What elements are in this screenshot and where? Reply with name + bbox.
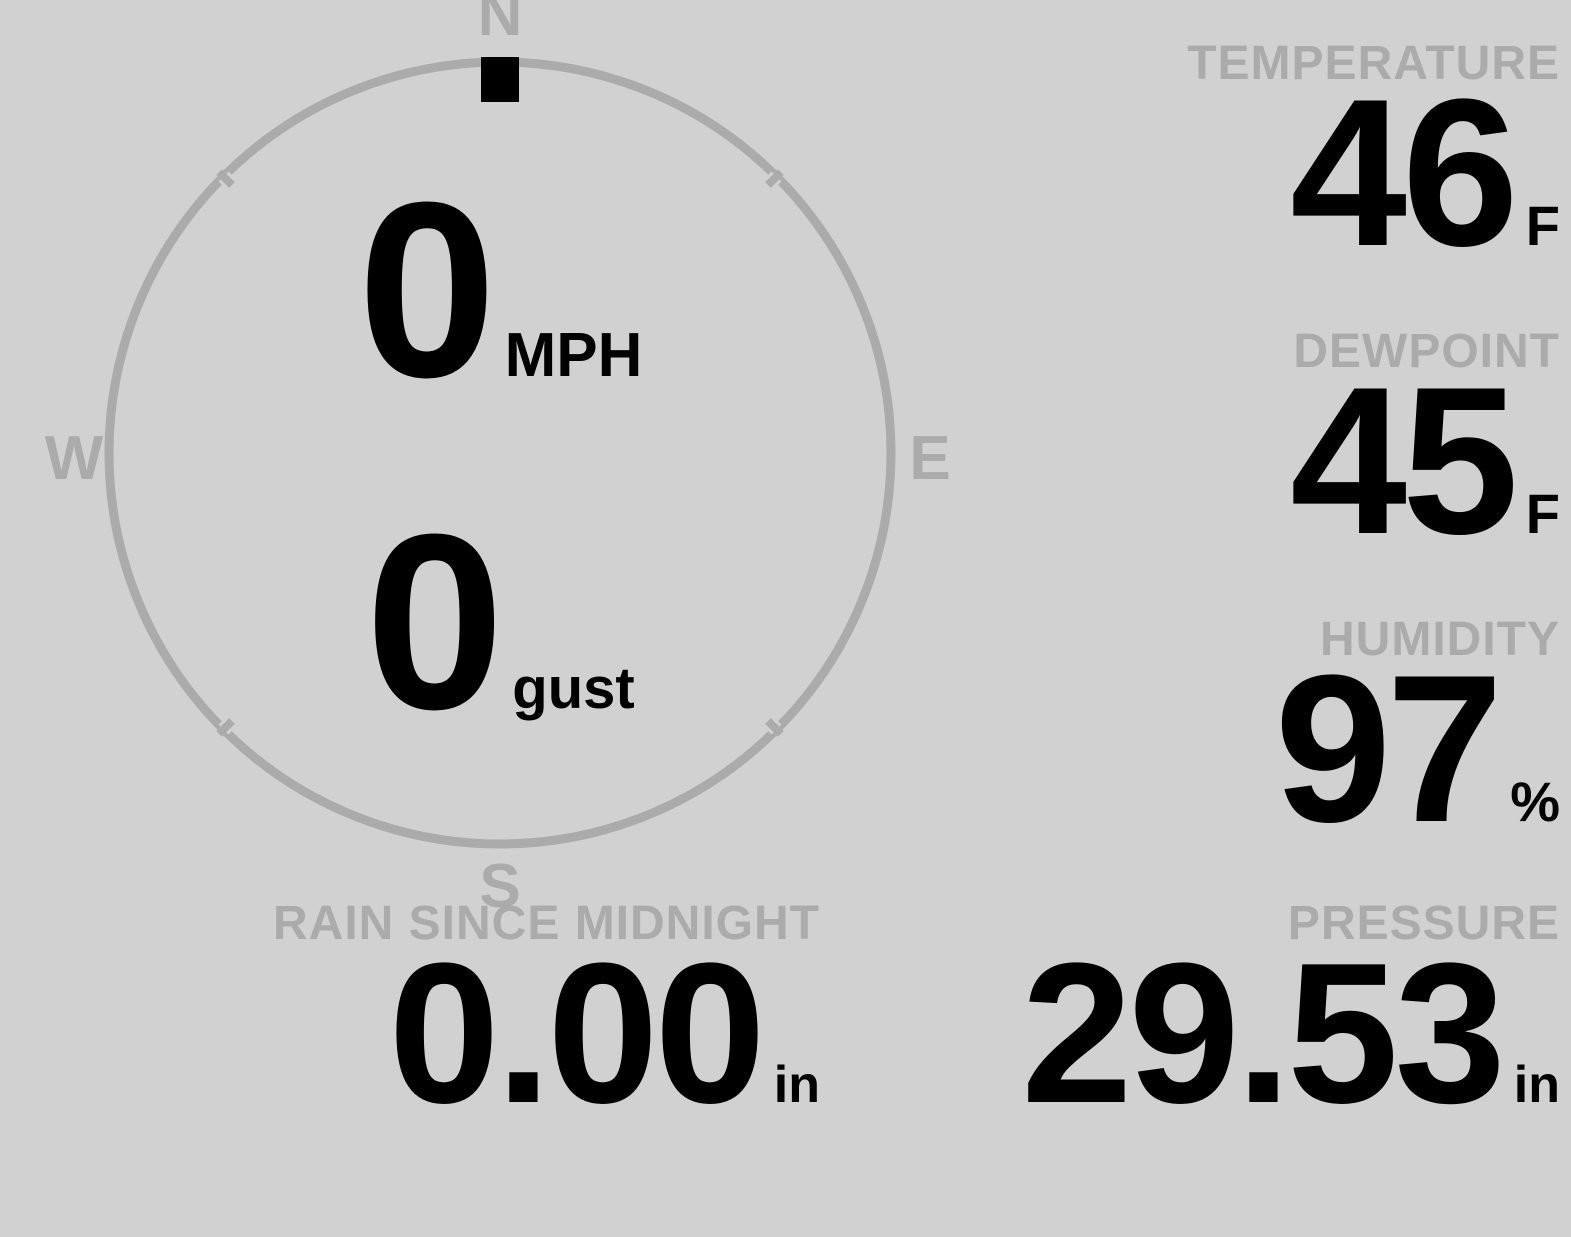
- stat-temperature-unit: F: [1525, 194, 1560, 257]
- stat-pressure-unit: in: [1513, 1056, 1560, 1114]
- stat-humidity-unit: %: [1510, 770, 1560, 833]
- stat-temperature-value: 46: [1290, 55, 1519, 290]
- stat-pressure-label: PRESSURE: [1287, 897, 1560, 950]
- wind-gust-readout: 0 gust: [0, 482, 1000, 761]
- stat-temperature: TEMPERATURE 46 F: [1090, 37, 1560, 290]
- stat-humidity: HUMIDITY 97 %: [1090, 613, 1560, 866]
- compass-label-west: W: [44, 424, 104, 493]
- stat-rain-label: RAIN SINCE MIDNIGHT: [273, 897, 820, 950]
- wind-direction-marker: [481, 57, 519, 102]
- stat-pressure-value: 29.53: [1021, 922, 1505, 1145]
- wind-gust-value: 0: [365, 482, 504, 761]
- stat-dewpoint: DEWPOINT 45 F: [1090, 325, 1560, 578]
- wind-speed-readout: 0 MPH: [0, 150, 1000, 429]
- stat-dewpoint-value: 45: [1290, 343, 1519, 578]
- wind-gauge-panel: N S W E 0 MPH 0 gust: [0, 0, 1000, 920]
- compass-label-north: N: [477, 0, 523, 49]
- stat-rain-unit: in: [773, 1056, 820, 1114]
- stat-dewpoint-row: 45 F: [1090, 343, 1560, 578]
- compass-dial: [104, 57, 896, 849]
- stat-humidity-value: 97: [1274, 631, 1504, 866]
- stat-humidity-label: HUMIDITY: [1320, 613, 1560, 666]
- compass-label-south: S: [479, 852, 521, 921]
- compass-label-east: E: [909, 424, 951, 493]
- stat-rain-row: 0.00 in: [60, 922, 820, 1145]
- wind-gust-unit: gust: [512, 656, 635, 721]
- stat-dewpoint-label: DEWPOINT: [1293, 325, 1560, 378]
- stat-rain-since-midnight: RAIN SINCE MIDNIGHT 0.00 in: [60, 897, 820, 1145]
- stat-dewpoint-unit: F: [1525, 482, 1560, 545]
- stat-temperature-label: TEMPERATURE: [1187, 37, 1560, 90]
- compass-ticks: [216, 169, 784, 737]
- wind-speed-unit: MPH: [504, 321, 643, 390]
- stat-rain-value: 0.00: [388, 922, 766, 1145]
- stat-temperature-row: 46 F: [1090, 55, 1560, 290]
- wind-speed-value: 0: [357, 150, 497, 429]
- stat-pressure: PRESSURE 29.53 in: [820, 897, 1560, 1145]
- stat-pressure-row: 29.53 in: [820, 922, 1560, 1145]
- stat-humidity-row: 97 %: [1090, 631, 1560, 866]
